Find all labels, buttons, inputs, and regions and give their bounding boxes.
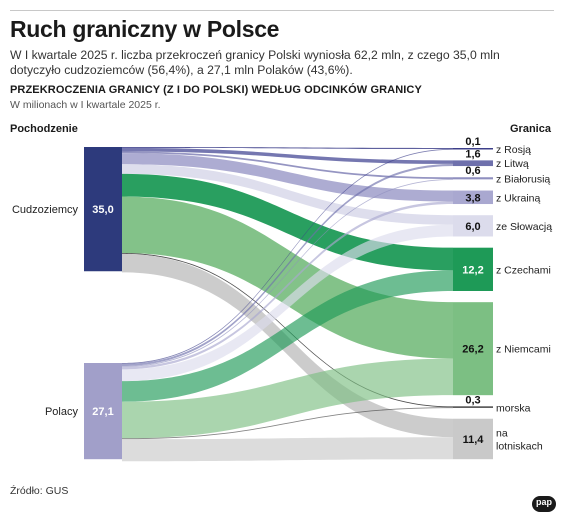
flow-foreigners-belarus bbox=[122, 151, 453, 180]
source-label-poles: Polacy bbox=[45, 406, 79, 418]
flow-poles-ukraine bbox=[122, 201, 453, 370]
target-label-lithuania: z Litwą bbox=[496, 158, 529, 170]
target-value-belarus: 0,6 bbox=[465, 165, 480, 177]
source-note: Źródło: GUS bbox=[10, 485, 69, 497]
flow-foreigners-germany bbox=[122, 196, 453, 359]
chart-unit-note: W milionach w I kwartale 2025 r. bbox=[10, 99, 161, 111]
flow-poles-czechia bbox=[122, 270, 453, 402]
target-node-sea bbox=[453, 406, 493, 408]
source-label-foreigners: Cudzoziemcy bbox=[12, 204, 79, 216]
flow-poles-lithuania bbox=[122, 163, 453, 367]
column-header-origin: Pochodzenie bbox=[10, 123, 78, 135]
flow-foreigners-lithuania bbox=[122, 147, 453, 164]
target-node-slovakia bbox=[453, 215, 493, 237]
target-value-slovakia: 6,0 bbox=[465, 221, 480, 233]
target-label-belarus: z Białorusią bbox=[496, 173, 550, 185]
target-value-airports: 11,4 bbox=[463, 434, 485, 446]
flow-poles-germany bbox=[122, 358, 453, 439]
target-node-czechia bbox=[453, 247, 493, 291]
flow-poles-russia bbox=[122, 148, 453, 364]
target-value-germany: 26,2 bbox=[462, 344, 483, 356]
flow-poles-sea bbox=[122, 407, 453, 440]
nodes-layer bbox=[84, 147, 493, 460]
target-node-belarus bbox=[453, 177, 493, 180]
labels-layer: 35,0 Cudzoziemcy 27,1 Polacy 0,1 z Rosją 1,6 z … bbox=[12, 136, 552, 452]
chart-title: PRZEKROCZENIA GRANICY (Z I DO POLSKI) WE… bbox=[10, 84, 422, 96]
target-label-ukraine: z Ukrainą bbox=[496, 192, 541, 204]
target-label-germany: z Niemcami bbox=[496, 344, 551, 356]
target-node-lithuania bbox=[453, 160, 493, 167]
target-value-sea: 0,3 bbox=[465, 394, 480, 406]
target-label-sea: morska bbox=[496, 402, 531, 414]
source-node-foreigners bbox=[84, 147, 122, 272]
target-label-airports-1: lotniskach bbox=[496, 440, 543, 452]
column-header-border: Granica bbox=[510, 123, 551, 135]
target-value-czechia: 12,2 bbox=[462, 264, 483, 276]
source-value-foreigners: 35,0 bbox=[92, 204, 113, 216]
target-node-russia bbox=[453, 148, 493, 150]
target-label-russia: z Rosją bbox=[496, 144, 531, 156]
target-node-ukraine bbox=[453, 190, 493, 205]
source-node-poles bbox=[84, 363, 122, 460]
source-value-poles: 27,1 bbox=[92, 406, 113, 418]
target-label-slovakia: ze Słowacją bbox=[496, 221, 552, 233]
logo-text: pap bbox=[535, 497, 552, 507]
pap-logo: pap bbox=[532, 496, 556, 512]
flow-foreigners-slovakia bbox=[122, 164, 453, 225]
flow-poles-slovakia bbox=[122, 224, 453, 382]
lead-text: W I kwartale 2025 r. liczba przekroczeń … bbox=[10, 48, 500, 77]
flow-poles-airports bbox=[122, 437, 453, 462]
flows-layer bbox=[122, 147, 453, 462]
target-value-ukraine: 3,8 bbox=[465, 192, 480, 204]
target-node-germany bbox=[453, 302, 493, 396]
page-title: Ruch graniczny w Polsce bbox=[10, 16, 280, 42]
top-rule bbox=[10, 10, 554, 11]
flow-poles-belarus bbox=[122, 179, 453, 367]
flow-foreigners-ukraine bbox=[122, 153, 453, 202]
target-value-lithuania: 1,6 bbox=[465, 148, 480, 160]
target-label-airports-0: na bbox=[496, 427, 508, 439]
target-node-airports bbox=[453, 418, 493, 460]
flow-foreigners-russia bbox=[122, 147, 453, 149]
target-value-russia: 0,1 bbox=[465, 136, 480, 148]
target-label-czechia: z Czechami bbox=[496, 264, 551, 276]
